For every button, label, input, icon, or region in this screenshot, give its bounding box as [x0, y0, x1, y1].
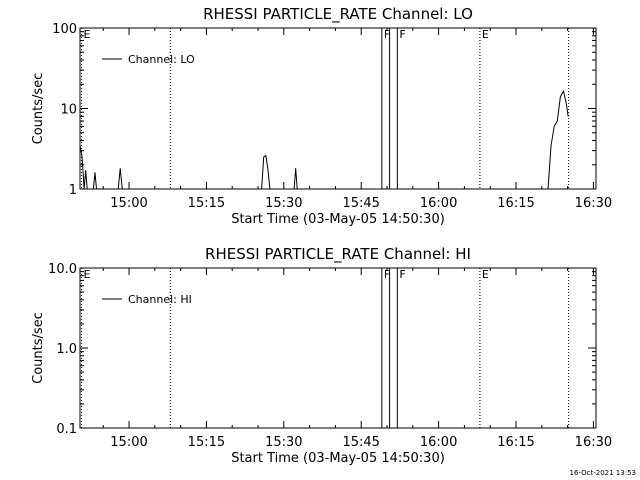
y-tick-label: 1 — [69, 183, 77, 198]
event-marker-label: E — [482, 268, 489, 281]
y-tick-label: 10 — [60, 103, 77, 118]
x-axis-label: Start Time (03-May-05 14:50:30) — [231, 451, 445, 466]
x-tick-label: 15:00 — [110, 196, 147, 211]
x-tick-label: 15:45 — [342, 196, 379, 211]
y-tick-label: 1.0 — [56, 342, 77, 357]
series-point — [85, 170, 87, 171]
y-axis-label: Counts/sec — [31, 73, 46, 145]
series-point — [96, 188, 97, 190]
series-point — [563, 90, 564, 92]
x-tick-label: 15:30 — [265, 196, 302, 211]
x-tick-label: 16:30 — [575, 435, 612, 450]
series-point — [293, 188, 295, 190]
series-point — [121, 188, 123, 190]
series-point — [567, 115, 569, 117]
series-point — [553, 125, 555, 127]
chart-panel-1: RHESSI PARTICLE_RATE Channel: LO 15:00 15:… — [31, 5, 612, 227]
series-point — [79, 144, 81, 146]
legend-label: Channel: LO — [128, 53, 195, 66]
series-point — [550, 144, 552, 146]
event-marker-label: E — [84, 268, 91, 281]
series-point — [566, 104, 567, 106]
series-point — [81, 156, 83, 158]
event-marker-label: E — [482, 28, 489, 41]
series-point — [94, 172, 96, 173]
event-marker-label: E — [84, 28, 91, 41]
x-tick-label: 15:15 — [188, 435, 225, 450]
series-point — [89, 188, 91, 190]
chart-panel-2: RHESSI PARTICLE_RATE Channel: HI 15:00 15:… — [31, 245, 612, 466]
series-point — [119, 168, 121, 169]
y-tick-label: 100 — [52, 22, 77, 37]
x-tick-label: 16:30 — [575, 196, 612, 211]
x-tick-label: 16:00 — [420, 435, 457, 450]
legend-label: Channel: HI — [128, 293, 192, 306]
series-point — [296, 188, 298, 190]
event-marker-label: F — [399, 268, 405, 281]
series-point — [263, 156, 265, 158]
event-marker-label: F — [384, 28, 390, 41]
generation-timestamp: 16-Oct-2021 13:53 — [570, 469, 636, 477]
x-tick-label: 16:00 — [420, 196, 457, 211]
x-tick-label: 15:00 — [110, 435, 147, 450]
x-tick-label: 16:15 — [497, 435, 534, 450]
series-point — [295, 168, 297, 169]
series-point — [91, 188, 93, 190]
x-tick-label: 15:30 — [265, 435, 302, 450]
series-point — [83, 188, 85, 190]
chart-title: RHESSI PARTICLE_RATE Channel: HI — [205, 245, 471, 264]
x-tick-label: 15:45 — [342, 435, 379, 450]
series-point — [265, 155, 267, 156]
series-point — [267, 168, 269, 169]
x-tick-label: 16:15 — [497, 196, 534, 211]
charts-root: RHESSI PARTICLE_RATE Channel: LO 15:00 15:… — [31, 5, 612, 466]
x-tick-label: 15:15 — [188, 196, 225, 211]
x-axis-label: Start Time (03-May-05 14:50:30) — [231, 212, 445, 227]
series-point — [556, 120, 558, 122]
series-point — [86, 188, 88, 190]
event-marker-label: F — [384, 268, 390, 281]
chart-title: RHESSI PARTICLE_RATE Channel: LO — [203, 5, 473, 24]
series-point — [559, 96, 561, 98]
series-point — [117, 188, 119, 190]
y-tick-label: 0.1 — [56, 422, 77, 437]
series-point — [88, 188, 90, 190]
series-point — [261, 188, 263, 190]
y-axis-label: Counts/sec — [31, 312, 46, 384]
series-point — [93, 188, 94, 190]
y-tick-label: 10.0 — [48, 262, 77, 277]
series-point — [269, 188, 271, 190]
series-point — [547, 188, 549, 190]
event-marker-label: F — [399, 28, 405, 41]
